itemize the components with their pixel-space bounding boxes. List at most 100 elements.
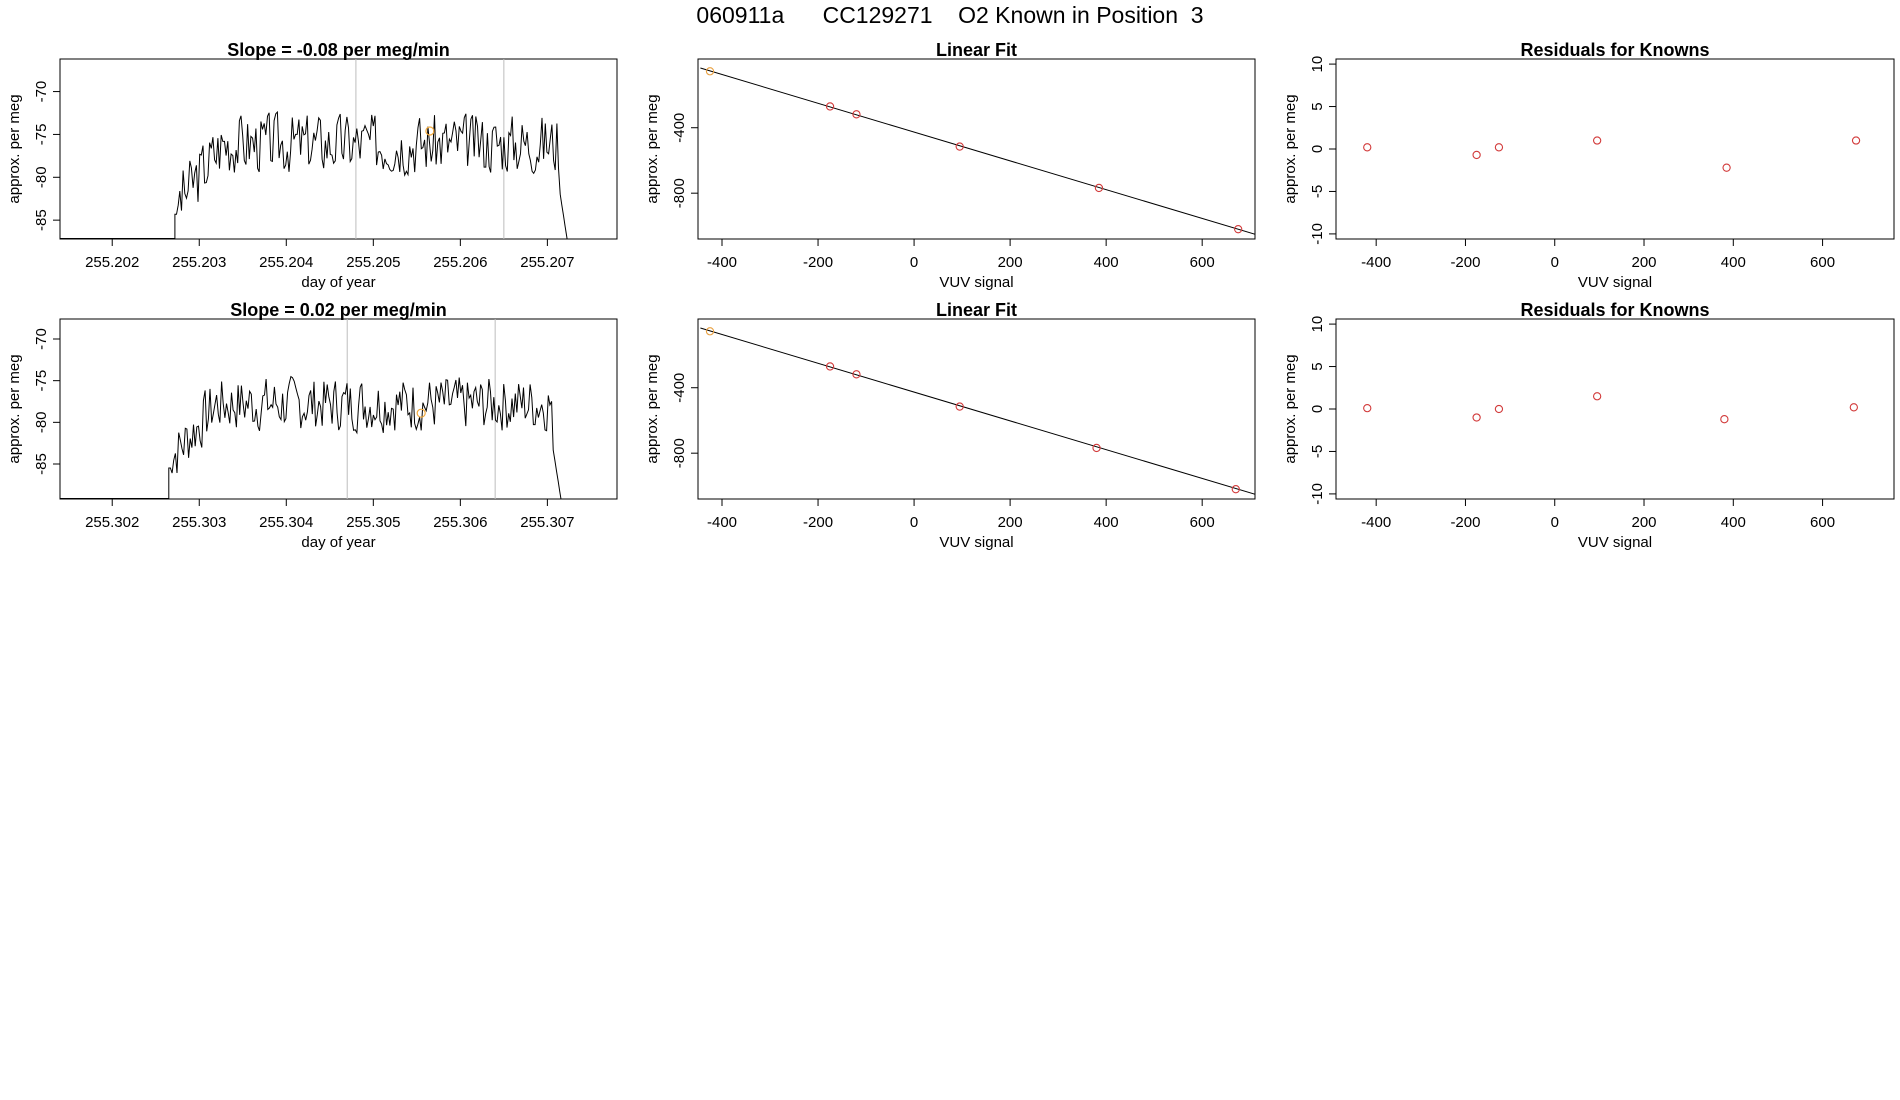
fit-line bbox=[700, 67, 1255, 235]
x-axis-label: day of year bbox=[301, 534, 375, 551]
chart-title: Slope = -0.08 per meg/min bbox=[227, 40, 450, 60]
chart-title: Linear Fit bbox=[936, 300, 1017, 320]
highlight-point bbox=[425, 126, 435, 136]
y-tick-label: 0 bbox=[1309, 145, 1326, 153]
x-tick-label: 400 bbox=[1094, 514, 1119, 531]
plot-frame bbox=[697, 318, 1256, 500]
x-tick-label: 0 bbox=[1551, 254, 1559, 271]
plot-area bbox=[700, 327, 1255, 495]
x-tick-label: 255.204 bbox=[259, 254, 313, 271]
y-tick-label: -80 bbox=[33, 166, 50, 188]
chart-title: Linear Fit bbox=[936, 40, 1017, 60]
x-tick-label: -200 bbox=[803, 514, 833, 531]
x-tick-label: 255.205 bbox=[346, 254, 400, 271]
x-tick-label: 600 bbox=[1190, 514, 1215, 531]
y-tick-label: -70 bbox=[33, 81, 50, 103]
y-tick-label: 5 bbox=[1309, 102, 1326, 110]
data-point bbox=[1720, 415, 1729, 424]
x-tick-label: -200 bbox=[803, 254, 833, 271]
x-tick-label: -400 bbox=[1361, 514, 1391, 531]
y-tick-label: -85 bbox=[33, 209, 50, 231]
y-tick-label: -85 bbox=[33, 453, 50, 475]
x-axis-label: VUV signal bbox=[1578, 534, 1652, 551]
y-tick-label: 10 bbox=[1309, 316, 1326, 333]
x-tick-label: 0 bbox=[910, 254, 918, 271]
x-tick-label: 0 bbox=[910, 514, 918, 531]
data-point bbox=[1851, 136, 1861, 145]
x-tick-label: 200 bbox=[998, 514, 1023, 531]
x-tick-label: -400 bbox=[707, 514, 737, 531]
plot-frame bbox=[1335, 58, 1895, 240]
y-axis-label: approx. per meg bbox=[1282, 94, 1299, 203]
plot-frame bbox=[59, 318, 618, 500]
data-point bbox=[825, 102, 835, 111]
x-tick-label: 255.307 bbox=[520, 514, 574, 531]
data-point bbox=[1231, 485, 1240, 494]
data-point bbox=[1094, 183, 1104, 193]
plot-area bbox=[1363, 392, 1858, 424]
y-tick-label: -10 bbox=[1309, 483, 1326, 505]
series-line bbox=[168, 375, 562, 499]
plot-area bbox=[60, 319, 562, 499]
y-tick-label: -75 bbox=[33, 124, 50, 146]
plot-area bbox=[60, 59, 568, 239]
data-point bbox=[955, 402, 964, 411]
x-tick-label: 600 bbox=[1190, 254, 1215, 271]
x-tick-label: 255.207 bbox=[520, 254, 574, 271]
y-tick-label: -800 bbox=[671, 178, 688, 208]
y-axis-label: approx. per meg bbox=[6, 354, 23, 463]
x-tick-label: 600 bbox=[1810, 254, 1835, 271]
y-tick-label: -10 bbox=[1309, 223, 1326, 245]
x-tick-label: 400 bbox=[1721, 514, 1746, 531]
x-tick-label: 255.303 bbox=[172, 514, 226, 531]
y-tick-label: 5 bbox=[1309, 362, 1326, 370]
chart-title: Slope = 0.02 per meg/min bbox=[230, 300, 447, 320]
data-point bbox=[852, 110, 861, 119]
x-tick-label: 255.302 bbox=[85, 514, 139, 531]
data-point bbox=[1363, 404, 1372, 413]
x-tick-label: 255.206 bbox=[433, 254, 487, 271]
x-tick-label: -200 bbox=[1450, 254, 1480, 271]
chart-title: Residuals for Knowns bbox=[1520, 40, 1709, 60]
data-point bbox=[825, 362, 835, 371]
plot-area bbox=[1363, 136, 1861, 172]
x-tick-label: 0 bbox=[1551, 514, 1559, 531]
data-point bbox=[1494, 404, 1504, 414]
data-point bbox=[1592, 136, 1602, 145]
y-tick-label: -400 bbox=[671, 113, 688, 143]
x-tick-label: 200 bbox=[1632, 254, 1657, 271]
data-point bbox=[705, 67, 715, 76]
x-tick-label: 600 bbox=[1810, 514, 1835, 531]
highlight-point bbox=[416, 408, 426, 418]
x-tick-label: -400 bbox=[707, 254, 737, 271]
x-tick-label: 200 bbox=[1632, 514, 1657, 531]
chart-res1: Residuals for Knowns -400 -200 0 200 400 600 VU… bbox=[1282, 40, 1895, 291]
chart-title: Residuals for Knowns bbox=[1520, 300, 1709, 320]
data-point bbox=[1494, 143, 1504, 152]
y-tick-label: -70 bbox=[33, 328, 50, 350]
data-point bbox=[1472, 150, 1481, 160]
x-tick-label: 255.304 bbox=[259, 514, 313, 531]
data-point bbox=[1849, 403, 1858, 412]
plot-frame bbox=[697, 58, 1256, 240]
y-tick-label: -80 bbox=[33, 411, 50, 433]
y-tick-label: -5 bbox=[1309, 445, 1326, 458]
x-axis-label: VUV signal bbox=[939, 274, 1013, 291]
data-point bbox=[705, 327, 715, 336]
x-tick-label: 400 bbox=[1721, 254, 1746, 271]
data-point bbox=[1363, 143, 1372, 152]
y-tick-label: -800 bbox=[671, 438, 688, 468]
x-tick-label: 255.203 bbox=[172, 254, 226, 271]
chart-ts1: Slope = -0.08 per meg/min 255.202 255.203 2… bbox=[6, 40, 618, 291]
x-axis-label: day of year bbox=[301, 274, 375, 291]
y-tick-label: -5 bbox=[1309, 185, 1326, 198]
plot-frame bbox=[59, 58, 618, 240]
x-tick-label: -400 bbox=[1361, 254, 1391, 271]
y-tick-label: -75 bbox=[33, 370, 50, 392]
series-line bbox=[174, 110, 568, 239]
x-axis-label: VUV signal bbox=[939, 534, 1013, 551]
y-tick-label: -400 bbox=[671, 373, 688, 403]
data-point bbox=[955, 142, 964, 151]
page-title: 060911a CC129271 O2 Known in Position 3 bbox=[696, 2, 1204, 28]
y-tick-label: 10 bbox=[1309, 56, 1326, 73]
